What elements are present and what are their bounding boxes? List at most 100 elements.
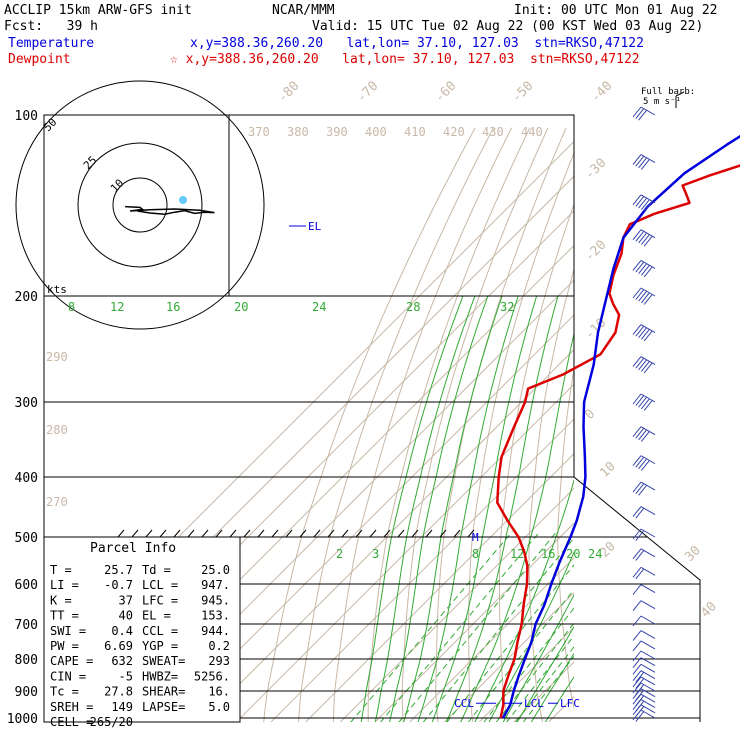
wind-barb-620 <box>632 584 656 595</box>
pressure-tick-600: 600 <box>15 578 38 593</box>
init-time: Init: 00 UTC Mon 01 Aug 22 <box>514 3 718 18</box>
moist-adiabat-16 <box>460 331 574 722</box>
wind-barb-860 <box>632 670 656 683</box>
parcel-info-cell: 6.69 <box>104 639 133 653</box>
parcel-info-cell: CIN = <box>50 669 86 683</box>
isotherm--60 <box>200 348 574 722</box>
parcel-info-cell: 16. <box>208 685 230 699</box>
mixing-ratio-label-500-3: 3 <box>372 547 379 561</box>
theta-e-label-430: 430 <box>482 125 504 139</box>
wind-barb-700 <box>632 615 656 627</box>
upper-plot-frame <box>228 114 575 297</box>
moist-adiabat-12 <box>445 295 559 722</box>
dry-adiabat-250 <box>332 127 513 722</box>
parcel-info-cell: LCL = <box>142 578 178 592</box>
dry-adiabat-380 <box>716 128 740 731</box>
moist-adiabat-4 <box>417 295 519 722</box>
parcel-info-cell: TT = <box>50 609 79 623</box>
barb-legend-flag <box>675 91 685 97</box>
legend-temperature-label: Temperature <box>8 36 94 51</box>
moist-adiabat-lines <box>360 295 574 722</box>
parcel-info-cell: 632 <box>111 654 133 668</box>
isotherm--50 <box>235 383 574 722</box>
mixing-ratio-2 <box>380 531 541 722</box>
wind-barb-770 <box>632 640 656 652</box>
parcel-info-cell: PW = <box>50 639 79 653</box>
dry-adiabat-lines <box>263 127 740 731</box>
temperature-line <box>501 134 740 719</box>
hodograph-ring-10 <box>112 177 168 233</box>
mixing-ratio-label-200-24: 24 <box>312 300 326 314</box>
parcel-info-cell: -5 <box>119 669 133 683</box>
hatch-mark <box>467 529 475 538</box>
isotherm-label--70: -70 <box>354 79 381 106</box>
pressure-tick-500: 500 <box>15 531 38 546</box>
isotherm-0 <box>409 557 574 722</box>
pressure-tick-300: 300 <box>15 396 38 411</box>
level-label-el: EL <box>308 220 322 233</box>
parcel-info-cell: 0.4 <box>111 624 133 638</box>
theta-e-label-400: 400 <box>365 125 387 139</box>
isotherm-label-right-7: 40 <box>698 599 720 621</box>
wind-barb-260 <box>632 356 656 374</box>
parcel-info-cell: K = <box>50 593 72 607</box>
theta-e-label-370: 370 <box>248 125 270 139</box>
parcel-info-cell: 0.2 <box>208 639 230 653</box>
moist-adiabat-8 <box>431 295 538 722</box>
parcel-info-cell: 25.0 <box>201 563 230 577</box>
hodograph-trace <box>125 205 215 215</box>
theta-e-label-440: 440 <box>521 125 543 139</box>
isotherm-label-right-1: -20 <box>582 238 609 265</box>
mixing-ratio-label-200-32: 32 <box>500 300 514 314</box>
hodograph: 10 25 50 kts <box>15 80 265 330</box>
mixing-ratio-8 <box>446 564 574 722</box>
isotherm-50 <box>575 87 740 730</box>
hatch-mark <box>299 529 307 538</box>
hatch-mark <box>145 529 153 538</box>
mixing-ratio-5 <box>422 537 574 722</box>
parcel-info-cell: Td = <box>142 563 171 577</box>
parcel-info-cell: 945. <box>201 593 230 607</box>
wind-barb-500 <box>632 528 656 541</box>
hatch-mark <box>453 529 461 538</box>
mixing-ratio-label-200-8: 8 <box>68 300 75 314</box>
model-title: ACCLIP 15km ARW-GFS init <box>4 3 192 18</box>
theta-e-label-390: 390 <box>326 125 348 139</box>
hatch-mark <box>173 529 181 538</box>
isotherm-label-right-2: -10 <box>582 316 609 343</box>
isotherm-label--60: -60 <box>432 79 459 106</box>
level-label-ccl: CCL <box>454 697 474 710</box>
pressure-tick-200: 200 <box>15 290 38 305</box>
legend-temperature-info: x,y=388.36,260.20 lat,lon= 37.10, 127.03… <box>190 36 644 51</box>
wind-barb-100 <box>632 106 656 121</box>
hatch-mark <box>243 529 251 538</box>
theta-label-280: 280 <box>46 423 68 437</box>
mixing-ratio-label-500-2: 2 <box>336 547 343 561</box>
parcel-info-cell: 265/20 <box>90 715 133 729</box>
dry-adiabat-320 <box>557 366 574 710</box>
isotherm--10 <box>374 522 574 722</box>
barb-legend-units: 5 m s⁻¹ <box>643 97 681 107</box>
parcel-info-frame <box>43 536 241 723</box>
isotherm-label--50: -50 <box>509 79 536 106</box>
hatch-mark <box>201 529 209 538</box>
parcel-info-cell: 5256. <box>194 669 230 683</box>
dry-adiabat-350 <box>641 128 694 731</box>
parcel-info-cell: CAPE = <box>50 654 93 668</box>
parcel-info-cell: CELL = <box>50 715 93 729</box>
hatch-mark <box>187 529 195 538</box>
theta-e-label-380: 380 <box>287 125 309 139</box>
mixing-ratio-label-500-16: 16 <box>541 547 555 561</box>
hatch-mark <box>271 529 279 538</box>
hatch-mark <box>439 529 447 538</box>
moist-adiabat--4 <box>389 295 489 722</box>
dry-adiabat-260 <box>367 127 531 722</box>
hatch-mark <box>313 529 321 538</box>
hatch-mark <box>327 529 335 538</box>
wind-barbs <box>632 106 656 722</box>
theta-e-label-420: 420 <box>443 125 465 139</box>
hatch-mark <box>397 529 405 538</box>
wind-barb-740 <box>632 630 656 641</box>
isotherm-label-right-6: 30 <box>682 543 704 565</box>
